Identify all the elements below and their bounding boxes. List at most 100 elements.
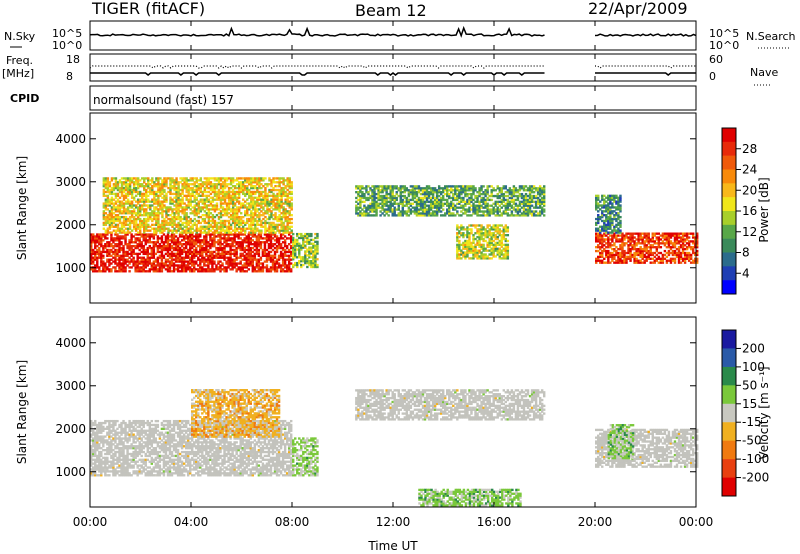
echo-cell <box>225 225 229 228</box>
echo-cell <box>92 252 95 256</box>
echo-cell <box>205 185 209 188</box>
freq-label-line2: [MHz] <box>2 67 34 80</box>
echo-cell <box>264 196 267 199</box>
echo-cell <box>391 196 394 200</box>
echo-cell <box>219 177 223 180</box>
echo-cell <box>90 268 93 271</box>
echo-cell <box>90 233 93 236</box>
echo-cell <box>134 194 138 197</box>
echo-cell <box>170 241 174 244</box>
echo-cell <box>138 214 142 217</box>
echo-cell <box>130 200 134 203</box>
echo-cell <box>221 186 225 190</box>
echo-cell <box>217 250 220 254</box>
echo-cell <box>312 250 315 253</box>
echo-cell <box>369 202 372 205</box>
echo-cell <box>162 256 166 259</box>
echo-cell <box>391 187 394 190</box>
echo-cell <box>128 266 131 269</box>
echo-cell <box>243 266 246 269</box>
echo-cell <box>266 212 269 215</box>
echo-cell <box>241 248 244 252</box>
echo-cell <box>108 188 112 192</box>
echo-cell <box>213 194 217 197</box>
echo-cell <box>179 217 182 221</box>
echo-cell <box>275 258 279 261</box>
echo-cell <box>184 270 188 273</box>
echo-cell <box>249 233 252 236</box>
echo-cell <box>112 244 115 248</box>
echo-cell <box>259 235 263 238</box>
echo-cell <box>195 235 198 238</box>
echo-cell <box>246 190 249 194</box>
echo-cell <box>110 237 113 240</box>
echo-cell <box>197 215 200 219</box>
echo-cell <box>118 235 121 238</box>
echo-cell <box>136 225 140 228</box>
echo-cell <box>205 270 208 273</box>
echo-cell <box>219 237 222 240</box>
echo-cell <box>252 217 255 221</box>
echo-cell <box>257 266 261 269</box>
echo-cell <box>182 258 186 261</box>
echo-cell <box>209 202 213 205</box>
echo-cell <box>185 185 188 188</box>
echo-cell <box>219 231 223 234</box>
echo-cell <box>296 263 299 267</box>
echo-cell <box>141 194 144 197</box>
echo-cell <box>154 268 158 271</box>
echo-cell <box>304 252 307 255</box>
echo-cell <box>363 187 366 190</box>
echo-cell <box>157 194 160 197</box>
echo-cell <box>267 239 271 242</box>
echo-cell <box>284 210 287 213</box>
echo-cell <box>248 231 251 234</box>
echo-cell <box>225 210 229 213</box>
echo-cell <box>227 244 230 248</box>
echo-cell <box>159 229 162 232</box>
echo-cell <box>253 235 257 238</box>
echo-cell <box>197 268 200 271</box>
echo-cell <box>381 196 384 200</box>
echo-cell <box>246 181 249 184</box>
echo-cell <box>177 217 180 221</box>
echo-cell <box>237 225 241 228</box>
echo-cell <box>130 229 134 232</box>
echo-cell <box>357 214 360 217</box>
echo-cell <box>177 188 180 192</box>
echo-cell <box>259 241 263 244</box>
echo-cell <box>178 246 182 250</box>
echo-cell <box>215 192 219 196</box>
echo-cell <box>256 210 259 213</box>
echo-cell <box>276 225 279 228</box>
echo-cell <box>116 181 120 184</box>
echo-cell <box>254 214 257 217</box>
echo-cell <box>102 212 106 215</box>
echo-cell <box>231 219 235 223</box>
echo-cell <box>284 231 287 234</box>
echo-cell <box>163 188 166 192</box>
echo-cell <box>116 200 120 203</box>
echo-cell <box>160 239 164 242</box>
echo-cell <box>124 215 128 219</box>
echo-cell <box>165 215 168 219</box>
echo-cell <box>231 194 235 197</box>
echo-cell <box>126 200 130 203</box>
echo-cell <box>312 254 315 257</box>
echo-cell <box>100 250 103 254</box>
echo-cell <box>188 268 192 271</box>
echo-cell <box>186 248 190 252</box>
echo-cell <box>288 227 291 230</box>
echo-cell <box>145 190 148 194</box>
echo-cell <box>270 190 273 194</box>
echo-cell <box>270 185 273 188</box>
echo-cell <box>143 200 146 203</box>
echo-cell <box>165 179 168 182</box>
echo-cell <box>110 179 114 182</box>
echo-cell <box>251 264 255 267</box>
echo-cell <box>145 212 148 215</box>
echo-cell <box>128 227 132 230</box>
echo-cell <box>275 239 279 242</box>
echo-cell <box>355 196 358 200</box>
echo-cell <box>193 210 196 213</box>
